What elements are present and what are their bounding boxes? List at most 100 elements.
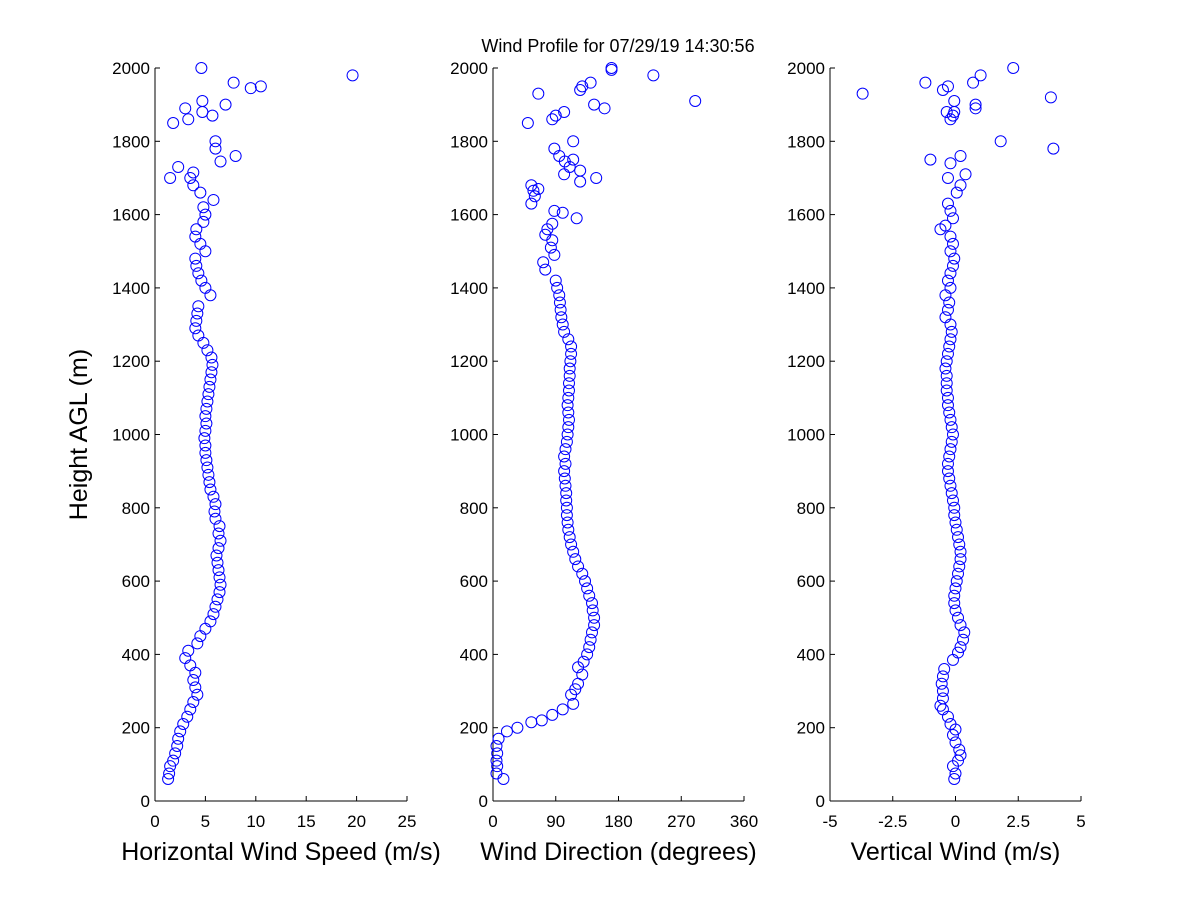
- y-tick-label: 400: [797, 645, 825, 664]
- data-point: [544, 241, 557, 254]
- data-point: [959, 168, 972, 181]
- data-point: [946, 212, 959, 225]
- y-tick-label: 1200: [112, 352, 150, 371]
- data-point: [163, 767, 176, 780]
- data-point: [346, 69, 359, 82]
- data-point: [562, 333, 575, 346]
- data-point: [944, 333, 957, 346]
- data-point: [196, 94, 209, 107]
- y-tick-label: 0: [479, 792, 488, 811]
- data-point: [953, 560, 966, 573]
- data-point: [490, 767, 503, 780]
- data-point: [189, 252, 202, 265]
- data-point: [934, 699, 947, 712]
- data-point: [554, 303, 567, 316]
- y-axis-label: Height AGL (m): [65, 349, 93, 520]
- data-point: [561, 399, 574, 412]
- data-point: [598, 102, 611, 115]
- data-point: [491, 747, 504, 760]
- data-point: [207, 490, 220, 503]
- data-point: [191, 688, 204, 701]
- data-point: [197, 201, 210, 214]
- data-point: [553, 289, 566, 302]
- data-point: [525, 197, 538, 210]
- data-point: [172, 732, 185, 745]
- x-tick-label: 180: [604, 812, 632, 831]
- data-point: [564, 355, 577, 368]
- data-point: [207, 608, 220, 621]
- data-point: [562, 391, 575, 404]
- data-point: [528, 190, 541, 203]
- x-tick-label: 0: [488, 812, 497, 831]
- data-point: [944, 718, 957, 731]
- data-point: [949, 767, 962, 780]
- data-point: [945, 487, 958, 500]
- data-point: [576, 668, 589, 681]
- y-tick-label: 800: [797, 499, 825, 518]
- data-point: [950, 523, 963, 536]
- data-point: [994, 135, 1007, 148]
- data-point: [940, 355, 953, 368]
- data-point: [944, 413, 957, 426]
- data-point: [579, 575, 592, 588]
- data-point: [171, 740, 184, 753]
- x-tick-label: 5: [201, 812, 210, 831]
- data-point: [190, 314, 203, 327]
- data-point: [944, 281, 957, 294]
- data-point: [588, 611, 601, 624]
- data-point: [211, 593, 224, 606]
- data-point: [212, 527, 225, 540]
- data-point: [562, 377, 575, 390]
- data-point: [179, 652, 192, 665]
- data-point: [576, 80, 589, 93]
- data-point: [935, 677, 948, 690]
- data-point: [558, 325, 571, 338]
- data-point: [940, 369, 953, 382]
- data-point: [952, 567, 965, 580]
- data-point: [560, 501, 573, 514]
- data-point: [201, 395, 214, 408]
- data-point: [187, 696, 200, 709]
- data-point: [559, 443, 572, 456]
- data-point: [214, 578, 227, 591]
- y-tick-label: 800: [122, 499, 150, 518]
- data-point: [198, 432, 211, 445]
- data-point: [943, 472, 956, 485]
- data-point: [546, 217, 559, 230]
- x-tick-label: 90: [546, 812, 565, 831]
- data-point: [577, 655, 590, 668]
- data-point: [174, 725, 187, 738]
- data-point: [581, 582, 594, 595]
- data-point: [203, 380, 216, 393]
- data-point: [943, 340, 956, 353]
- data-point: [209, 600, 222, 613]
- data-point: [209, 142, 222, 155]
- data-point: [535, 714, 548, 727]
- y-tick-label: 1600: [112, 206, 150, 225]
- data-point: [948, 589, 961, 602]
- data-point: [511, 721, 524, 734]
- data-point: [558, 472, 571, 485]
- data-point: [948, 501, 961, 514]
- data-point: [491, 760, 504, 773]
- data-point: [561, 428, 574, 441]
- y-tick-label: 2000: [787, 59, 825, 78]
- data-point: [563, 362, 576, 375]
- data-point: [954, 553, 967, 566]
- data-point: [548, 248, 561, 261]
- data-point: [565, 538, 578, 551]
- data-point: [941, 171, 954, 184]
- data-point: [954, 619, 967, 632]
- data-point: [584, 76, 597, 89]
- data-point: [948, 773, 961, 786]
- data-point: [936, 692, 949, 705]
- data-point: [199, 446, 212, 459]
- y-tick-label: 600: [797, 572, 825, 591]
- data-point: [559, 479, 572, 492]
- data-point: [207, 193, 220, 206]
- data-point: [567, 153, 580, 166]
- data-point: [945, 435, 958, 448]
- data-point: [219, 98, 232, 111]
